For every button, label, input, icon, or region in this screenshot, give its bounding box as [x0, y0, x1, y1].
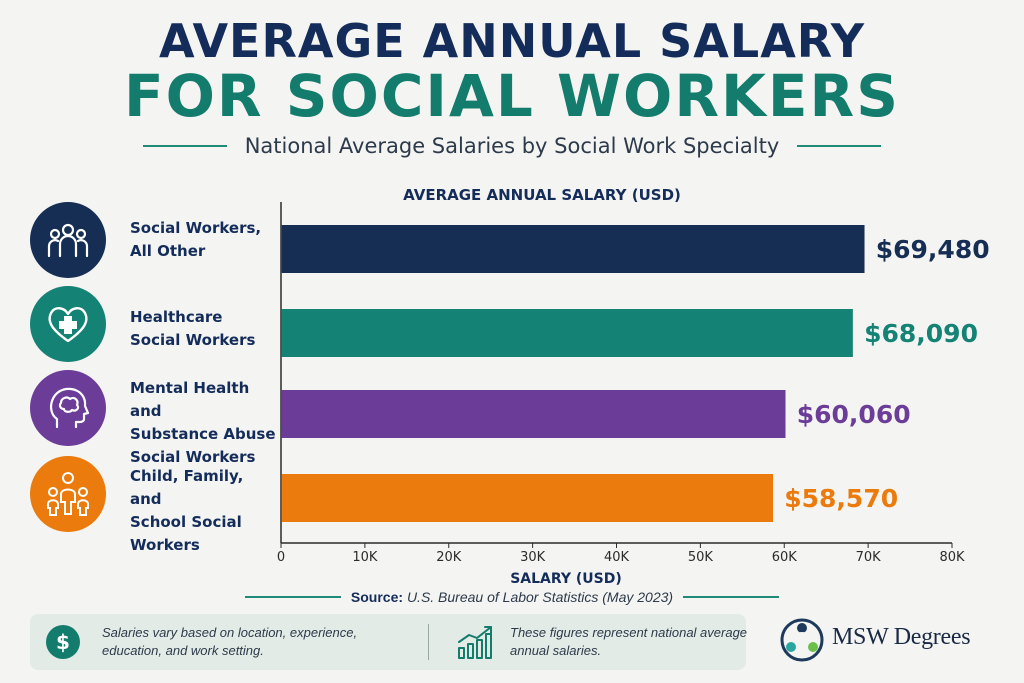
category-label-0: Social Workers, All Other [130, 217, 280, 263]
source-row: Source: U.S. Bureau of Labor Statistics … [0, 589, 1024, 605]
x-tick-label: 30K [520, 550, 546, 565]
label-line: Social Workers, [130, 219, 262, 237]
note-2: These figures represent national average… [510, 625, 748, 658]
data-label-1: $68,090 [864, 319, 978, 348]
label-line: Substance Abuse [130, 425, 276, 443]
bar-0 [281, 225, 865, 273]
subtitle: National Average Salaries by Social Work… [244, 134, 780, 158]
head-brain-icon [30, 370, 106, 446]
subtitle-rule-left [142, 145, 227, 147]
logo-text: MSW Degrees [832, 624, 971, 650]
source-rule-right [683, 596, 780, 598]
label-line: School Social [130, 513, 242, 531]
source-rule-left [244, 596, 341, 598]
family-icon [30, 456, 106, 532]
title-line-1: AVERAGE ANNUAL SALARY [158, 14, 866, 68]
data-label-0: $69,480 [876, 235, 990, 264]
x-axis-label: SALARY (USD) [510, 571, 622, 587]
label-line: Social Workers [130, 448, 256, 466]
label-line: Child, Family, and [130, 467, 244, 508]
subtitle-rule-right [797, 145, 882, 147]
subtitle-row: National Average Salaries by Social Work… [0, 134, 1024, 158]
data-label-3: $58,570 [784, 484, 898, 513]
category-label-1: Healthcare Social Workers [130, 306, 280, 352]
msw-logo-icon [780, 618, 824, 662]
x-tick-label: 40K [604, 550, 630, 565]
x-tick-label: 80K [939, 550, 965, 565]
x-tick-label: 10K [352, 550, 378, 565]
note-1: Salaries vary based on location, experie… [102, 625, 358, 658]
chart-title: AVERAGE ANNUAL SALARY (USD) [403, 186, 681, 204]
data-label-2: $60,060 [797, 400, 911, 429]
x-tick-label: 70K [856, 550, 882, 565]
label-line: Healthcare [130, 308, 223, 326]
notes-box: $ Salaries vary based on location, exper… [30, 614, 747, 670]
dollar-circle-icon: $ [46, 625, 80, 659]
title-line-2: FOR SOCIAL WORKERS [124, 62, 900, 130]
label-line: Mental Health and [130, 379, 250, 420]
source-value: U.S. Bureau of Labor Statistics (May 202… [406, 589, 674, 605]
x-tick-label: 20K [436, 550, 462, 565]
people-group-icon [30, 202, 106, 278]
category-label-3: Child, Family, and School Social Workers [130, 465, 280, 557]
x-tick-label: 0 [277, 550, 285, 565]
x-tick-label: 60K [772, 550, 798, 565]
label-line: Social Workers [130, 331, 256, 349]
bar-1 [281, 309, 853, 357]
label-line: Workers [130, 536, 200, 554]
label-line: All Other [130, 242, 206, 260]
note-divider [428, 624, 429, 660]
growth-chart-icon [458, 626, 492, 659]
source-label: Source: [350, 589, 404, 605]
bar-2 [281, 390, 786, 438]
heart-plus-icon [30, 286, 106, 362]
source-text: Source: U.S. Bureau of Labor Statistics … [351, 589, 673, 605]
bar-3 [281, 474, 774, 522]
category-label-2: Mental Health and Substance Abuse Social… [130, 377, 280, 469]
x-tick-label: 50K [688, 550, 714, 565]
